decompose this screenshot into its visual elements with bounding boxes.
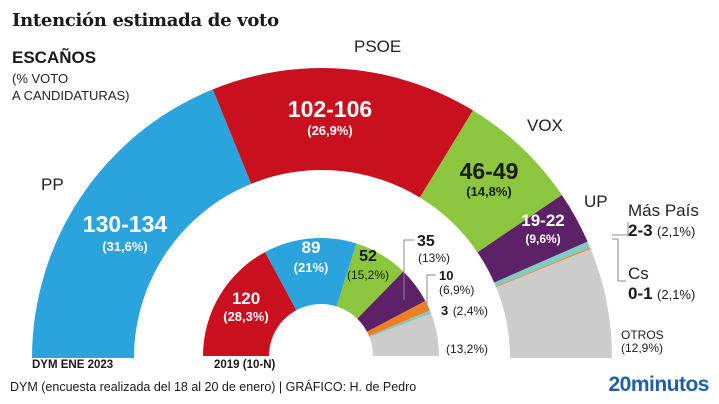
- seats-2019-pp: 89: [301, 238, 321, 257]
- pct-vox: (14,8%): [466, 184, 512, 199]
- legend-vox: VOX: [527, 116, 563, 135]
- seats-up: 19-22: [521, 211, 565, 230]
- pct-2019-mas-pais: (2,4%): [452, 304, 489, 318]
- label-2019-mas-pais: 3 (2,4%): [441, 303, 488, 319]
- outer-segment-vox: [419, 110, 562, 253]
- outer-segment-up: [477, 194, 588, 283]
- pct-2019-otros: (13,2%): [446, 342, 489, 356]
- inner-segment-m-s-pa-s: [368, 310, 432, 338]
- subtitle-main: ESCAÑOS: [12, 48, 97, 67]
- seats-psoe: 102-106: [287, 96, 373, 122]
- pct-mas-pais: (2,1%): [657, 224, 696, 239]
- chart-title: Intención estimada de voto: [12, 10, 279, 31]
- outer-segment-m-s-pa-s: [494, 241, 591, 287]
- pct-otros: (12,9%): [621, 341, 664, 355]
- pct-2019-cs: (6,9%): [439, 283, 475, 297]
- outer-segment-cs: [495, 247, 591, 288]
- legend-otros: OTROS: [621, 328, 664, 342]
- leader-line: [612, 222, 629, 236]
- label-cs: 0-1 (2,1%): [628, 285, 695, 303]
- pct-2019-up: (13%): [418, 251, 451, 265]
- caption-2023: DYM ENE 2023: [32, 359, 114, 371]
- subtitle-line2: A CANDIDATURAS): [12, 88, 130, 103]
- seats-mas-pais: 2-3: [628, 221, 653, 240]
- legend-pp: PP: [41, 175, 64, 194]
- seats-2019-mas-pais: 3: [441, 303, 449, 318]
- inner-segment-up: [357, 271, 426, 332]
- seats-2019-vox: 52: [359, 248, 377, 265]
- leader-line: [612, 238, 626, 282]
- footer-source: DYM (encuesta realizada del 18 al 20 de …: [10, 380, 417, 394]
- seats-2019-psoe: 120: [231, 289, 261, 308]
- leader-line: [426, 274, 436, 310]
- pct-2019-vox: (15,2%): [346, 268, 390, 282]
- pct-cs: (2,1%): [657, 287, 696, 302]
- pct-2019-pp: (21%): [293, 260, 329, 275]
- caption-2019: 2019 (10-N): [214, 359, 276, 371]
- seats-vox: 46-49: [459, 158, 519, 184]
- legend-psoe: PSOE: [354, 37, 402, 56]
- logo-20minutos: 20minutos: [608, 373, 709, 396]
- outer-segment-psoe: [212, 68, 473, 198]
- inner-segment-cs: [367, 301, 430, 336]
- inner-segment-vox: [336, 243, 404, 319]
- inner-segment-psoe: [203, 252, 297, 356]
- pct-psoe: (26,9%): [307, 123, 353, 138]
- seats-2019-cs: 10: [439, 268, 454, 283]
- leader-line: [403, 239, 414, 300]
- seats-cs: 0-1: [628, 284, 653, 303]
- outer-segment-pp: [32, 89, 252, 358]
- pct-up: (9,6%): [525, 232, 561, 246]
- pct-pp: (31,6%): [102, 239, 148, 254]
- subtitle-line1: (% VOTO: [12, 71, 69, 86]
- seats-2019-up: 35: [417, 233, 435, 250]
- legend-up: UP: [584, 192, 608, 211]
- pct-2019-psoe: (28,3%): [223, 309, 269, 324]
- legend-cs: Cs: [628, 264, 649, 283]
- label-mas-pais: 2-3 (2,1%): [628, 222, 695, 240]
- inner-segment-otros: [369, 313, 439, 356]
- outer-segment-otros: [496, 248, 612, 358]
- seats-pp: 130-134: [82, 211, 168, 237]
- legend-mas-pais: Más País: [628, 201, 699, 220]
- inner-segment-pp: [265, 237, 357, 311]
